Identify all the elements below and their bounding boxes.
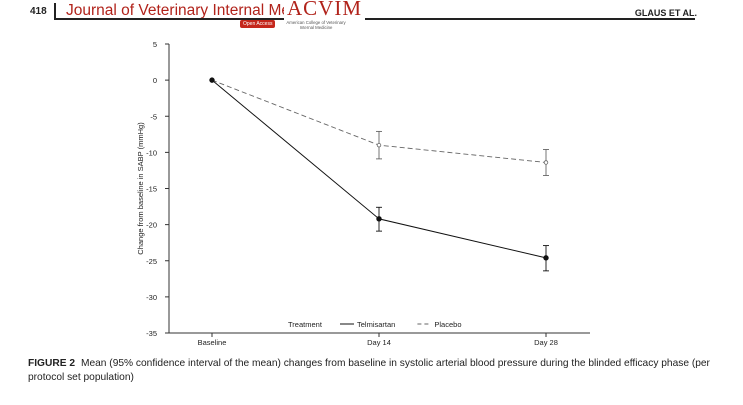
y-tick-label: -15: [146, 185, 157, 194]
placebo-point: [543, 160, 549, 165]
telmisartan-point: [209, 77, 215, 83]
header-rule: [54, 18, 695, 20]
logo-subtitle: American College of Veterinary Internal …: [286, 20, 346, 30]
caption-label: FIGURE 2: [28, 358, 75, 369]
x-tick-label: Day 14: [367, 338, 391, 347]
journal-title: Journal of Veterinary Internal Medicine: [66, 2, 331, 19]
line-chart: 5 0 -5 -10 -15 -20 -25 -30 -35 Baseline Day 14 Day …: [136, 40, 590, 347]
figure-caption: FIGURE 2 Mean (95% confidence interval of…: [28, 357, 718, 385]
chart-axes: 5 0 -5 -10 -15 -20 -25 -30 -35 Baseline Day 14 Day …: [136, 40, 590, 347]
header-divider: [54, 3, 56, 20]
legend-title: Treatment: [288, 320, 323, 329]
telmisartan-point: [376, 216, 382, 222]
legend-label-placebo: Placebo: [434, 320, 461, 329]
chart-legend: Treatment Telmisartan Placebo: [288, 320, 462, 329]
y-tick-label: -25: [146, 257, 157, 266]
legend-label-telmisartan: Telmisartan: [357, 320, 395, 329]
placebo-point: [376, 142, 382, 148]
y-axis-label: Change from baseline in SABP (mmHg): [136, 122, 145, 255]
acvim-logo: ACVIM: [284, 0, 366, 21]
y-tick-label: -10: [146, 148, 157, 157]
y-tick-label: -20: [146, 221, 157, 230]
open-access-badge: Open Access: [240, 20, 276, 28]
y-tick-label: -5: [150, 112, 157, 121]
y-tick-label: -35: [146, 329, 157, 338]
x-tick-label: Baseline: [198, 338, 227, 347]
x-tick-label: Day 28: [534, 338, 558, 347]
page-header: 418 Journal of Veterinary Internal Medic…: [0, 0, 743, 30]
page-number: 418: [30, 6, 47, 17]
telmisartan-point: [543, 255, 549, 261]
y-tick-label: -30: [146, 293, 157, 302]
running-head: GLAUS ET AL.: [634, 8, 697, 18]
caption-text: Mean (95% confidence interval of the mea…: [28, 358, 710, 383]
y-tick-label: 0: [153, 76, 157, 85]
chart-marks: [209, 77, 549, 272]
y-tick-label: 5: [153, 40, 157, 49]
